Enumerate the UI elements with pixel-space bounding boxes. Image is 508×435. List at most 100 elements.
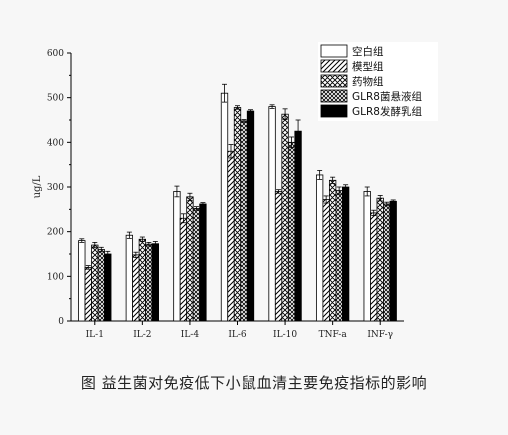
error-bar — [200, 202, 206, 206]
bar — [389, 200, 397, 322]
x-tick-label: IL-1 — [86, 330, 104, 340]
error-bar — [133, 251, 139, 258]
legend-swatch — [320, 59, 348, 73]
error-bar — [336, 186, 342, 195]
figure-caption: 图 益生菌对免疫低下小鼠血清主要免疫指标的影响 — [80, 374, 428, 392]
bars — [78, 83, 397, 322]
error-bar — [85, 265, 91, 270]
legend-swatch — [320, 44, 348, 58]
x-tick-label: TNF-a — [319, 330, 348, 340]
bar — [383, 203, 391, 322]
bar — [363, 191, 371, 322]
bar — [246, 110, 255, 322]
bar — [376, 197, 384, 322]
bar — [240, 120, 248, 322]
bar — [97, 249, 105, 322]
bar — [132, 254, 140, 322]
legend-label: 空白组 — [352, 45, 384, 58]
error-bar — [146, 241, 152, 247]
bar — [186, 196, 194, 322]
bar — [328, 179, 337, 322]
x-tick-label: IL-2 — [133, 330, 151, 340]
error-bar — [228, 144, 234, 159]
bar — [220, 92, 229, 322]
bar — [268, 106, 276, 322]
bar — [287, 141, 296, 322]
error-bar — [289, 136, 295, 149]
error-bar — [126, 231, 132, 239]
legend-label: GLR8菌悬液组 — [352, 90, 422, 103]
bar — [125, 234, 134, 322]
bar — [294, 130, 302, 322]
bar — [78, 240, 86, 322]
bar — [281, 113, 289, 322]
error-bar — [330, 176, 336, 184]
error-bar — [269, 104, 275, 109]
bar — [91, 244, 99, 322]
bar — [138, 238, 147, 322]
bar — [315, 174, 324, 322]
x-tick-label: IL-4 — [181, 330, 200, 340]
bar — [199, 203, 207, 322]
grouped-bar-chart: 0 100 200 300 400 500 600 ug/L IL-1 IL-2 IL-4 IL-6 I… — [32, 42, 438, 340]
y-tick-label: 300 — [47, 183, 64, 193]
bar — [173, 191, 181, 322]
error-bar — [343, 184, 349, 190]
error-bar — [323, 195, 329, 204]
legend-swatch — [320, 74, 348, 88]
error-bar — [98, 246, 104, 253]
error-bar — [105, 250, 111, 258]
x-tick-label: IL-10 — [273, 330, 297, 340]
legend-label: 模型组 — [352, 60, 384, 73]
error-bar — [248, 109, 253, 113]
x-tick-label: INF-γ — [367, 330, 393, 340]
error-bar — [139, 236, 145, 242]
y-tick-label: 400 — [47, 138, 64, 148]
error-bar — [187, 192, 193, 201]
error-bar — [174, 185, 180, 198]
error-bar — [364, 186, 370, 197]
bar — [322, 199, 330, 322]
error-bar — [384, 201, 390, 207]
error-bar — [79, 238, 85, 243]
error-bar — [276, 189, 282, 194]
legend-swatch — [320, 104, 348, 118]
error-bar — [180, 213, 186, 224]
error-bar — [390, 199, 396, 204]
error-bar — [241, 119, 247, 123]
bar — [192, 208, 201, 322]
bar — [233, 107, 242, 322]
error-bar — [235, 105, 240, 110]
y-tick-label: 600 — [47, 49, 64, 59]
y-tick-label: 100 — [47, 272, 64, 282]
x-tick-label: IL-6 — [228, 330, 247, 340]
axes: 0 100 200 300 400 500 600 ug/L IL-1 IL-2 IL-4 IL-6 I… — [32, 49, 404, 340]
legend-label: 药物组 — [352, 75, 384, 88]
bar — [370, 212, 378, 322]
bar — [145, 243, 153, 322]
y-tick-label: 500 — [47, 94, 64, 104]
bar — [179, 217, 188, 322]
error-bar — [371, 209, 377, 216]
bar — [274, 191, 283, 322]
error-bar — [317, 170, 323, 180]
legend-label: GLR8发酵乳组 — [352, 105, 422, 118]
error-bar — [282, 108, 288, 120]
legend-swatch — [320, 89, 348, 103]
bar — [341, 186, 350, 322]
error-bar — [193, 206, 199, 211]
error-bar — [222, 83, 227, 103]
y-tick-label: 200 — [47, 228, 64, 238]
bar — [335, 190, 343, 322]
bar — [151, 243, 160, 322]
bar — [227, 150, 235, 322]
y-tick-label: 0 — [58, 317, 64, 327]
error-bar — [92, 241, 98, 249]
bar — [104, 253, 112, 322]
error-bar — [152, 241, 158, 247]
error-bar — [377, 195, 383, 202]
error-bar — [295, 119, 301, 143]
bar — [84, 266, 92, 322]
